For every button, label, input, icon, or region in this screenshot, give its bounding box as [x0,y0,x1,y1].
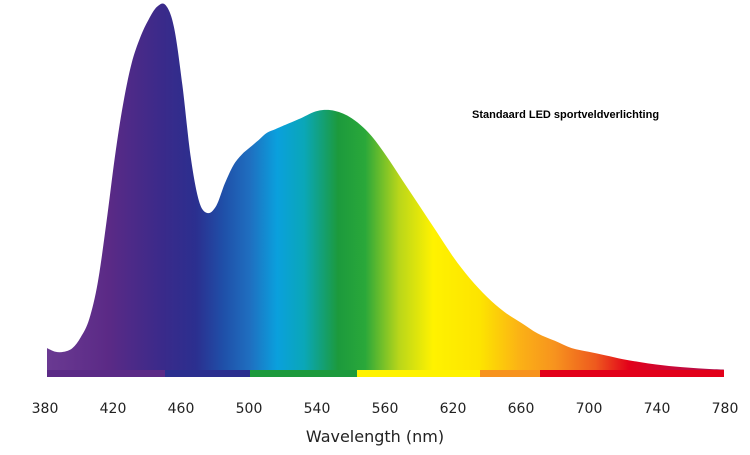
color-bar-segment [250,370,357,377]
x-tick-label: 500 [236,401,263,417]
color-bar-segment [47,370,165,377]
x-tick-label: 420 [100,401,127,417]
x-tick-label: 540 [304,401,331,417]
x-axis-title: Wavelength (nm) [306,427,444,446]
color-bar-segment [357,370,480,377]
x-tick-label: 700 [576,401,603,417]
x-tick-label: 660 [508,401,535,417]
x-tick-labels: 380 420 460 500 540 560 620 660 700 740 780 [32,401,739,417]
wavelength-color-bar [47,370,724,377]
color-bar-segment [480,370,540,377]
x-tick-label: 380 [32,401,59,417]
color-bar-segment [615,370,724,377]
x-tick-label: 460 [168,401,195,417]
x-tick-label: 780 [712,401,739,417]
x-tick-label: 560 [372,401,399,417]
x-tick-label: 620 [440,401,467,417]
chart-annotation: Standaard LED sportveldverlichting [472,109,659,121]
color-bar-segment [540,370,615,377]
color-bar-segment [165,370,250,377]
x-tick-label: 740 [644,401,671,417]
spectrum-area [47,3,724,370]
